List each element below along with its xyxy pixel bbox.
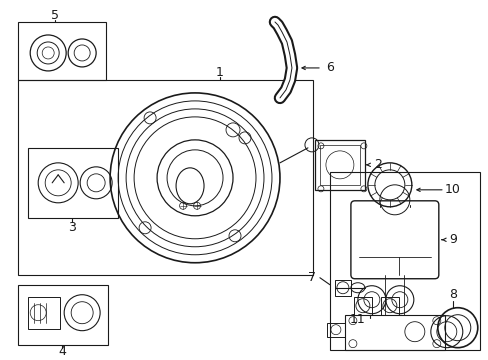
- Bar: [334, 280, 350, 296]
- Bar: [314, 140, 364, 190]
- Bar: [319, 145, 359, 185]
- Bar: [18, 80, 312, 275]
- Text: 1: 1: [216, 67, 224, 80]
- Bar: [329, 172, 479, 350]
- Bar: [18, 285, 108, 345]
- Text: 2: 2: [373, 158, 381, 171]
- Text: 8: 8: [448, 288, 456, 301]
- Bar: [353, 297, 371, 315]
- Text: 3: 3: [68, 221, 76, 234]
- Text: 4: 4: [58, 345, 66, 358]
- Text: 9: 9: [448, 233, 456, 246]
- Text: 6: 6: [325, 62, 333, 75]
- Text: 7: 7: [307, 271, 315, 284]
- Bar: [18, 22, 106, 80]
- Bar: [380, 297, 398, 315]
- Bar: [28, 148, 118, 218]
- Bar: [28, 297, 60, 329]
- Text: 11: 11: [349, 313, 365, 326]
- Text: 10: 10: [444, 183, 460, 196]
- Text: 5: 5: [51, 9, 59, 22]
- Bar: [326, 323, 344, 337]
- Bar: [344, 315, 444, 350]
